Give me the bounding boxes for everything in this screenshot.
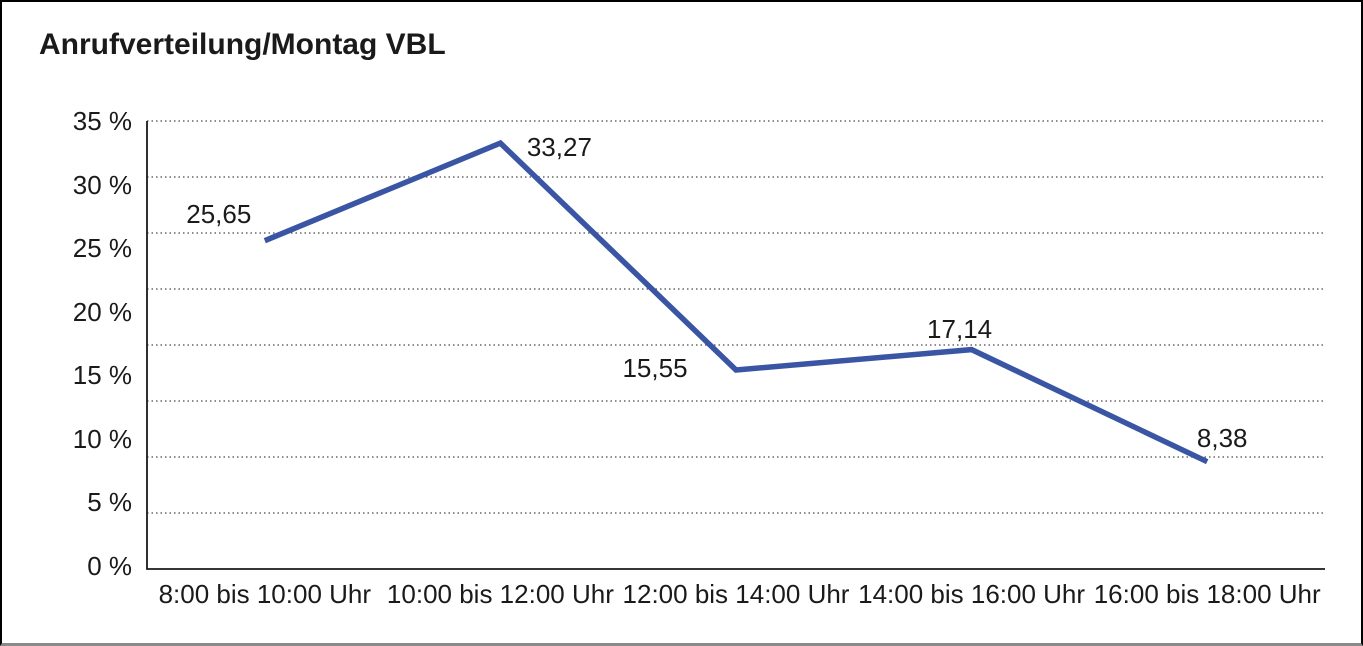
- x-axis-category-label: 12:00 bis 14:00 Uhr: [622, 579, 850, 609]
- data-point-label: 33,27: [526, 132, 592, 163]
- y-axis-tick-label: 20 %: [72, 296, 132, 327]
- x-axis-category-label: 8:00 bis 10:00 Uhr: [158, 579, 372, 609]
- y-axis-tick-label: 5 %: [87, 487, 132, 517]
- data-line: [263, 139, 1209, 465]
- y-axis-tick-label: 30 %: [72, 169, 132, 200]
- y-axis-tick-label: 10 %: [72, 423, 132, 454]
- axis-lines: [146, 121, 1325, 570]
- chart-title: Anrufverteilung/Montag VBL: [39, 28, 446, 61]
- data-point-label: 17,14: [927, 313, 993, 344]
- y-axis-tick-label: 15 %: [72, 360, 132, 390]
- data-point-label: 15,55: [622, 352, 688, 383]
- y-axis-tick-label: 35 %: [72, 106, 132, 136]
- data-point-label: 8,38: [1196, 422, 1248, 453]
- x-axis-category-label: 14:00 bis 16:00 Uhr: [858, 579, 1086, 609]
- x-axis-category-label: 10:00 bis 12:00 Uhr: [386, 579, 614, 609]
- y-axis-tick-label: 0 %: [87, 550, 132, 581]
- x-axis-category-label: 16:00 bis 18:00 Uhr: [1093, 579, 1321, 609]
- data-point-label: 25,65: [186, 198, 252, 229]
- y-axis-tick-label: 25 %: [72, 233, 132, 263]
